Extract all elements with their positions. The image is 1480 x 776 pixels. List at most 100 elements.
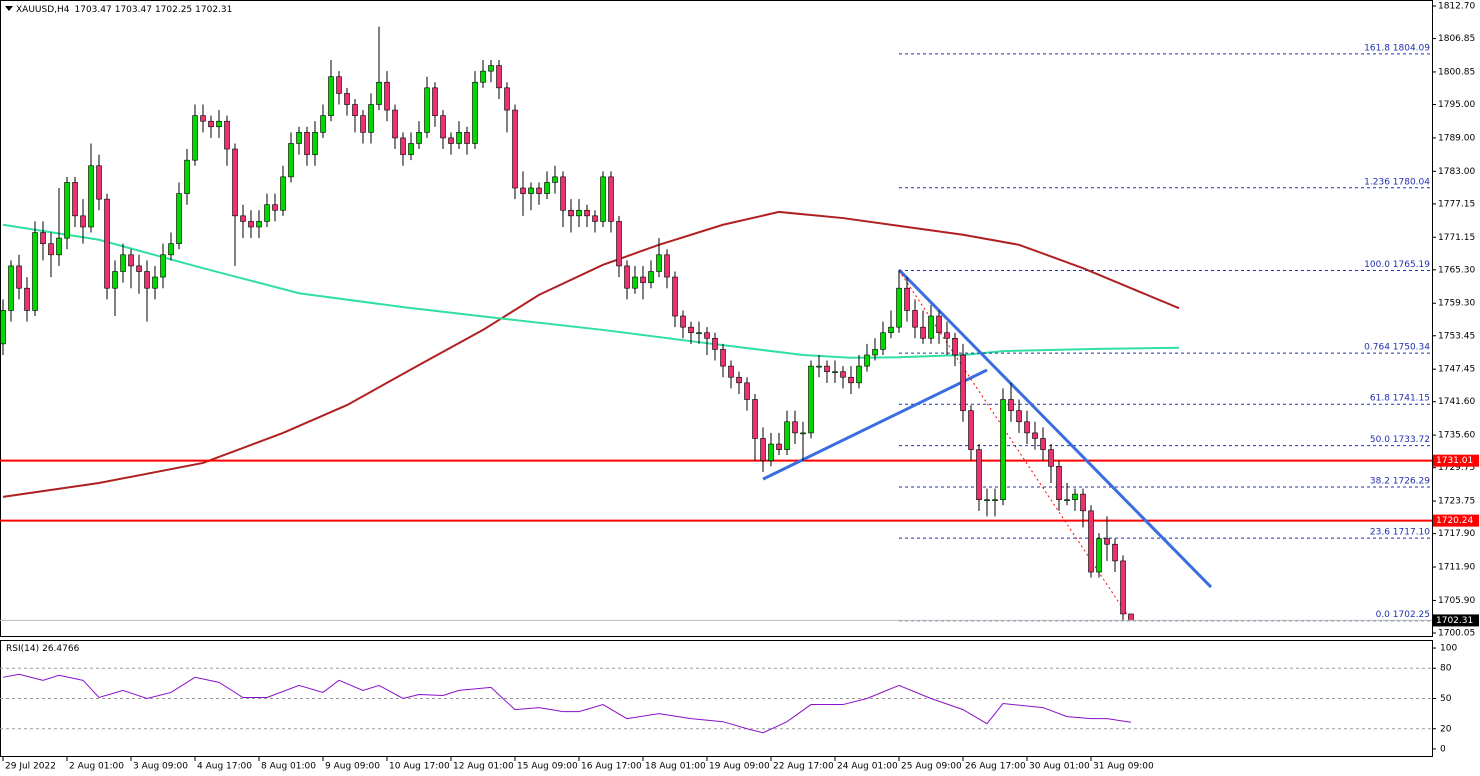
candle-body	[712, 337, 718, 350]
candle-body	[688, 326, 694, 334]
candle-body	[952, 337, 958, 356]
candle-body	[104, 198, 110, 289]
candle-body	[144, 271, 150, 289]
candle-body	[352, 104, 358, 116]
candle-body	[648, 271, 654, 283]
y-tick-label: 1771.15	[1438, 233, 1475, 243]
candle-body	[520, 187, 526, 194]
candle-body	[616, 221, 622, 267]
candle-body	[928, 315, 934, 339]
trend-line	[897, 268, 1213, 589]
candle-body	[856, 365, 862, 384]
y-tick-label: 1711.90	[1438, 563, 1475, 573]
y-tick-label: 1765.30	[1438, 265, 1475, 275]
x-tick-label: 10 Aug 17:00	[389, 762, 450, 772]
y-tick-label: 1717.90	[1438, 529, 1475, 539]
candle-body	[488, 65, 494, 72]
candle-body	[664, 254, 670, 278]
y-tick-label: 1777.15	[1438, 199, 1475, 209]
fib-label: 38.2 1726.29	[1370, 476, 1430, 486]
candle-body	[976, 449, 982, 500]
candle-body	[432, 87, 438, 116]
x-tick-label: 29 Jul 2022	[5, 762, 56, 772]
candle-body	[296, 132, 302, 144]
candle-body	[208, 120, 214, 128]
candle-body	[592, 215, 598, 222]
candle-body	[272, 204, 278, 211]
candle-body	[1024, 421, 1030, 434]
candle-body	[448, 137, 454, 144]
x-tick-label: 30 Aug 01:00	[1029, 762, 1090, 772]
candle-body	[184, 159, 190, 194]
rsi-y-tick-label: 100	[1440, 644, 1457, 654]
candle-body	[744, 382, 750, 400]
candle-body	[936, 315, 942, 334]
candle-body	[552, 176, 558, 183]
candle-body	[248, 221, 254, 228]
candle-body	[888, 326, 894, 334]
fib-label: 0.0 1702.25	[1376, 610, 1430, 620]
candle-body	[8, 265, 14, 311]
candle-body	[88, 165, 94, 228]
candle-body	[720, 349, 726, 367]
candle-body	[672, 276, 678, 317]
candle-body	[624, 265, 630, 289]
candle-body	[640, 276, 646, 283]
x-tick-label: 9 Aug 09:00	[325, 762, 380, 772]
candle-body	[472, 81, 478, 144]
candle-body	[360, 115, 366, 133]
candle-body	[32, 232, 38, 311]
candle-body	[392, 109, 398, 139]
low: 1702.25	[155, 5, 192, 15]
x-tick-label: 12 Aug 01:00	[453, 762, 514, 772]
candle-body	[232, 148, 238, 217]
candle-body	[336, 76, 342, 94]
x-tick-label: 2 Aug 01:00	[69, 762, 124, 772]
candle-body	[168, 243, 174, 256]
candle-body	[408, 143, 414, 155]
high: 1703.47	[115, 5, 152, 15]
rsi-y-tick-label: 0	[1440, 744, 1446, 754]
fib-label: 161.8 1804.09	[1364, 43, 1430, 53]
candle-body	[816, 365, 822, 368]
candle-body	[368, 104, 374, 133]
candle-body	[632, 276, 638, 289]
candle-body	[344, 93, 350, 105]
candle-body	[736, 376, 742, 384]
candle-body	[1088, 510, 1094, 573]
candle-body	[216, 120, 222, 128]
fib-label: 50.0 1733.72	[1370, 435, 1430, 445]
candle-body	[784, 421, 790, 450]
candle-body	[968, 410, 974, 450]
candle-body	[264, 204, 270, 222]
x-tick-label: 3 Aug 09:00	[133, 762, 188, 772]
y-tick-label: 1747.45	[1438, 365, 1475, 375]
y-tick-label: 1741.60	[1438, 397, 1475, 407]
x-tick-label: 16 Aug 17:00	[581, 762, 642, 772]
price-tag	[1433, 514, 1479, 527]
symbol: XAUUSD,H4	[16, 5, 70, 15]
x-tick-label: 22 Aug 17:00	[773, 762, 834, 772]
candle-body	[840, 371, 846, 378]
candle-body	[864, 354, 870, 367]
candle-body	[400, 137, 406, 155]
candle-body	[312, 132, 318, 155]
candle-body	[280, 176, 286, 211]
candle-body	[1120, 560, 1126, 615]
candle-body	[496, 65, 502, 89]
candle-body	[48, 243, 54, 256]
candle-body	[768, 443, 774, 462]
candle-body	[256, 221, 262, 228]
candle-body	[64, 182, 70, 239]
candle-body	[1016, 410, 1022, 423]
price-tag-label: 1731.01	[1436, 456, 1473, 466]
candle-body	[960, 354, 966, 411]
y-tick-label: 1789.00	[1438, 133, 1475, 143]
candle-body	[1056, 465, 1062, 500]
candle-body	[1096, 538, 1102, 573]
x-tick-label: 8 Aug 01:00	[261, 762, 316, 772]
candle-body	[536, 187, 542, 194]
menu-arrow[interactable]	[5, 6, 13, 11]
candle-body	[608, 176, 614, 222]
